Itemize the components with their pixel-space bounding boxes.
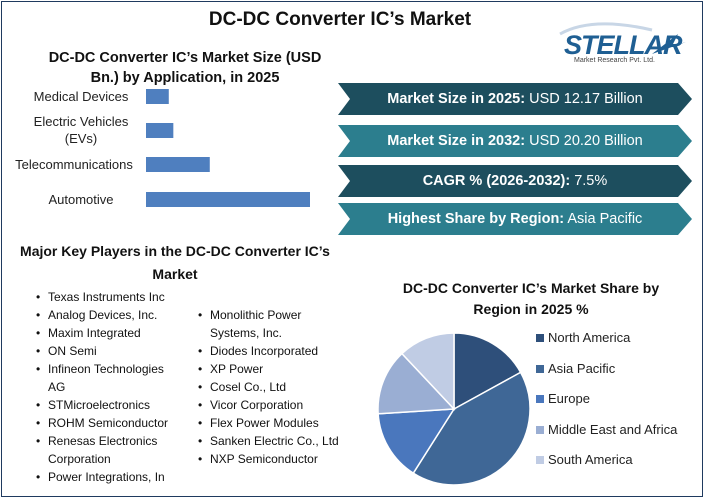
legend-label: Asia Pacific xyxy=(548,360,616,376)
pie-slice-2 xyxy=(377,408,456,475)
key-player-item: Vicor Corporation xyxy=(198,396,348,414)
banner-label: Highest Share by Region: xyxy=(387,211,565,227)
banner-label: Market Size in 2032: xyxy=(387,133,526,149)
stat-banner: Market Size in 2025: USD 12.17 Billion xyxy=(338,83,692,115)
key-player-item: Renesas Electronics Corporation xyxy=(36,432,176,468)
legend-swatch xyxy=(536,334,544,342)
bar-1 xyxy=(146,123,174,138)
key-player-item: ROHM Semiconductor xyxy=(36,414,176,432)
banner-arrow-shape xyxy=(338,125,692,157)
banner-text: CAGR % (2026-2032): 7.5% xyxy=(338,165,692,197)
legend-label: Europe xyxy=(548,391,590,406)
key-player-item: Flex Power Modules xyxy=(198,414,348,432)
key-player-item: NXP Semiconductor xyxy=(198,450,348,468)
key-player-item: XP Power xyxy=(198,360,348,378)
banner-arrow-shape xyxy=(338,203,692,235)
bar-category-label: Telecommunications xyxy=(15,156,133,172)
stat-banner: CAGR % (2026-2032): 7.5% xyxy=(338,165,692,197)
bar-category-label: Medical Devices xyxy=(33,88,129,104)
legend-label: South America xyxy=(548,452,633,467)
bar-category-label: Automotive xyxy=(48,191,114,207)
stat-banner: Highest Share by Region: Asia Pacific xyxy=(338,203,692,235)
bar-chart xyxy=(146,89,310,207)
key-player-item: Infineon Technologies AG xyxy=(36,360,176,396)
logo-subtitle: Market Research Pvt. Ltd. xyxy=(574,57,655,64)
key-player-item: Cosel Co., Ltd xyxy=(198,378,348,396)
key-players-title: Major Key Players in the DC-DC Converter… xyxy=(20,243,330,282)
stat-banner: Market Size in 2032: USD 20.20 Billion xyxy=(338,125,692,157)
banner-value: Asia Pacific xyxy=(564,211,643,227)
key-player-item: Maxim Integrated xyxy=(36,324,176,342)
pie-slice-4 xyxy=(400,332,455,411)
logo-wordmark: STELLAR xyxy=(564,30,682,60)
pie-slice-3 xyxy=(377,352,456,415)
banner-label: CAGR % (2026-2032): xyxy=(422,173,571,189)
banner-text: Market Size in 2032: USD 20.20 Billion xyxy=(338,125,692,157)
key-players-list-left: Texas Instruments IncAnalog Devices, Inc… xyxy=(36,288,176,486)
key-player-item: Diodes Incorporated xyxy=(198,342,348,360)
key-player-item: ON Semi xyxy=(36,342,176,360)
banner-text: Highest Share by Region: Asia Pacific xyxy=(338,203,692,235)
banner-arrow-shape xyxy=(338,83,692,115)
legend-swatch xyxy=(536,456,544,464)
key-player-item: Power Integrations, In xyxy=(36,468,176,486)
banner-arrow-shape xyxy=(338,165,692,197)
legend-swatch xyxy=(536,395,544,403)
banner-text: Market Size in 2025: USD 12.17 Billion xyxy=(338,83,692,115)
key-player-item: Analog Devices, Inc. xyxy=(36,306,176,324)
bar-2 xyxy=(146,157,210,172)
pie-slice-0 xyxy=(453,332,522,411)
banner-value: USD 12.17 Billion xyxy=(525,91,643,107)
legend-label: North America xyxy=(548,330,631,345)
bar-category-label: Electric Vehicles (EVs) xyxy=(33,114,129,146)
key-player-item: Sanken Electric Co., Ltd xyxy=(198,432,348,450)
banner-label: Market Size in 2025: xyxy=(387,91,526,107)
pie-chart-title: DC-DC Converter IC’s Market Share by Reg… xyxy=(402,280,660,317)
key-player-item: Texas Instruments Inc xyxy=(36,288,176,306)
legend-swatch xyxy=(536,425,544,434)
legend-label: Middle East and Africa xyxy=(548,421,678,437)
key-players-list-right: Monolithic Power Systems, Inc.Diodes Inc… xyxy=(198,306,348,468)
legend-swatch xyxy=(536,364,544,373)
key-player-item: STMicroelectronics xyxy=(36,396,176,414)
logo-swoosh-icon xyxy=(559,22,686,54)
page-title: DC-DC Converter IC’s Market xyxy=(208,9,472,30)
pie-slice-1 xyxy=(412,371,531,486)
bar-0 xyxy=(146,89,169,104)
key-player-item: Monolithic Power Systems, Inc. xyxy=(198,306,348,342)
bar-chart-title: DC-DC Converter IC’s Market Size (USD Bn… xyxy=(48,50,322,86)
stellar-logo: STELLAR Market Research Pvt. Ltd. xyxy=(552,20,692,70)
pie-chart xyxy=(377,332,531,486)
banner-value: USD 20.20 Billion xyxy=(525,133,643,149)
banner-value: 7.5% xyxy=(570,173,608,189)
bar-3 xyxy=(146,192,310,207)
